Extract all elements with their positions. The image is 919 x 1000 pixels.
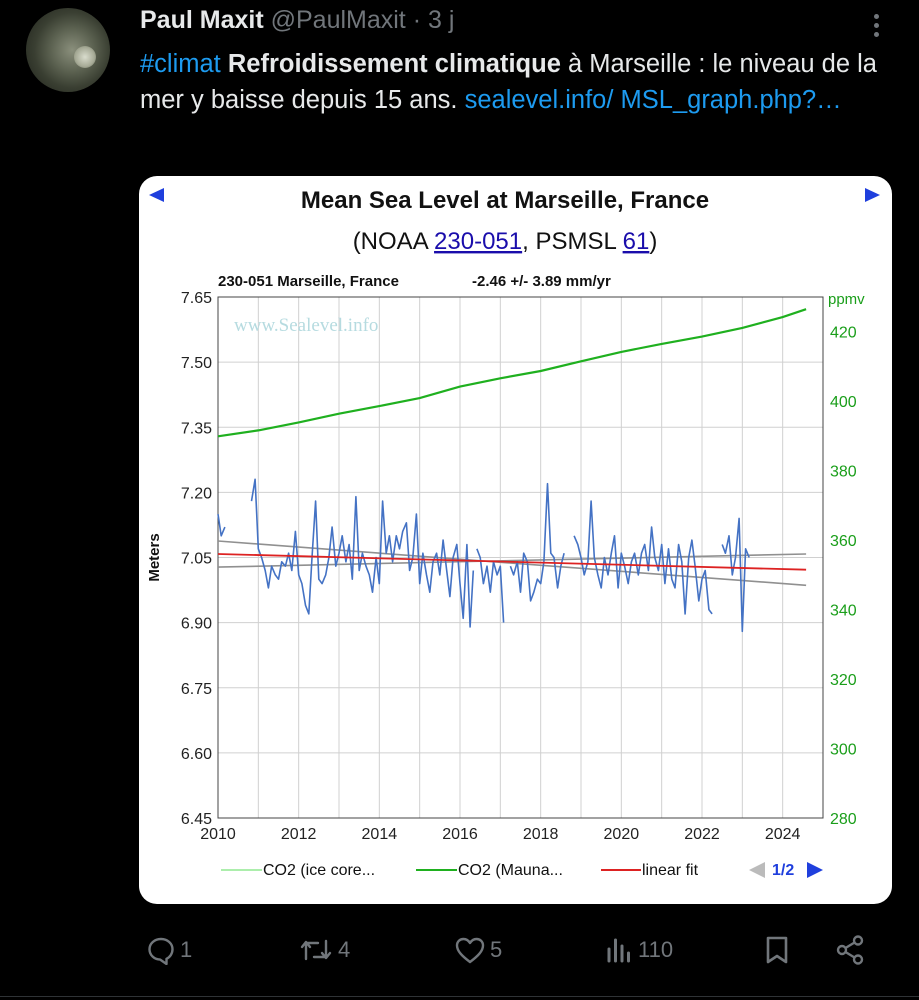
retweet-icon [300,939,332,961]
y2-tick-label: 360 [830,533,857,550]
confidence-upper-line [217,553,807,568]
x-tick-label: 2022 [684,826,720,843]
chart-image-card[interactable]: Mean Sea Level at Marseille, France (NOA… [139,176,892,904]
legend-prev-icon[interactable] [749,862,765,878]
chart-subtitle: (NOAA 230-051, PSMSL 61) [353,228,658,255]
x-tick-label: 2014 [362,826,398,843]
tweet-url-link[interactable]: sealevel.info/ MSL_graph.php?… [464,86,842,114]
more-options-icon[interactable] [866,10,886,40]
sea-level-line [250,478,475,628]
watermark: www.Sealevel.info [234,315,378,336]
y2-tick-label: 340 [830,603,857,620]
retweet-count: 4 [338,937,351,962]
plot-frame [217,296,824,819]
tweet-bold-text: Refroidissement climatique [227,50,561,78]
nav-prev-icon[interactable] [149,188,164,202]
views-button[interactable]: 110 [604,920,673,980]
y2-tick-label: 320 [830,672,857,689]
y2-tick-label: 400 [830,394,857,411]
y-tick-label: 6.90 [181,616,212,633]
y-tick-label: 6.75 [181,681,212,698]
hashtag-link[interactable]: #climat [140,50,221,78]
sea-level-line [573,500,713,615]
tweet-text: #climat Refroidissement climatique à Mar… [140,46,880,118]
x-tick-label: 2020 [604,826,640,843]
x-tick-label: 2016 [442,826,478,843]
comment-icon [148,937,174,965]
y-tick-label: 7.20 [181,485,212,502]
sea-level-line [476,548,505,623]
x-tick-label: 2010 [200,826,236,843]
y-tick-label: 7.05 [181,551,212,568]
station-label: 230-051 Marseille, France [218,273,399,290]
retweet-button[interactable]: 4 [298,920,350,980]
chart-svg: Mean Sea Level at Marseille, France (NOA… [146,187,880,879]
x-tick-label: 2024 [765,826,801,843]
share-button[interactable] [834,920,866,980]
action-bar: 1 4 5 110 [0,920,919,980]
tweet-text-body: à Marseille : le niveau de la mer y bais… [140,50,877,114]
timestamp[interactable]: 3 j [427,6,455,34]
divider [0,996,919,997]
heart-icon [455,937,485,964]
bookmark-button[interactable] [762,920,792,980]
sea-level-line [543,482,565,589]
view-count: 110 [638,937,674,962]
reply-count: 1 [180,937,193,962]
plot-area: 6.45 6.60 6.75 6.90 7.05 7.20 7.35 7.50 7.65 280 3… [146,290,865,843]
share-icon [836,935,864,965]
y2-tick-label: 280 [830,811,857,828]
tweet-header: Paul Maxit @PaulMaxit · 3 j [140,6,454,38]
author-handle[interactable]: @PaulMaxit [270,6,406,34]
nav-next-icon[interactable] [865,188,880,202]
legend: CO2 (ice core... CO2 (Mauna... linear fi… [221,862,823,879]
sea-level-line [217,513,226,537]
legend-page: 1/2 [772,862,794,879]
separator: · [405,6,428,34]
y-tick-label: 7.35 [181,420,212,437]
legend-label-mauna: CO2 (Mauna... [458,862,563,879]
y2-tick-label: 380 [830,464,857,481]
noaa-link[interactable]: 230-051 [434,228,522,255]
psmsl-link[interactable]: 61 [623,228,650,255]
y2-axis-label: ppmv [828,291,865,308]
sea-level-line [721,517,750,633]
legend-label-ice: CO2 (ice core... [263,862,375,879]
y-tick-label: 7.50 [181,355,212,372]
like-button[interactable]: 5 [454,920,502,980]
x-tick-label: 2018 [523,826,559,843]
x-tick-label: 2012 [281,826,317,843]
trend-label: -2.46 +/- 3.89 mm/yr [472,273,611,290]
bar-chart-icon [607,938,630,963]
y-axis-label: Meters [146,533,163,581]
chart-title: Mean Sea Level at Marseille, France [301,187,709,214]
author-name[interactable]: Paul Maxit [140,6,264,34]
legend-label-fit: linear fit [642,862,699,879]
legend-next-icon[interactable] [807,862,823,878]
avatar[interactable] [26,8,110,92]
co2-mauna-line [217,308,807,438]
y2-tick-label: 420 [830,325,857,342]
bookmark-icon [766,936,788,964]
y-tick-label: 7.65 [181,290,212,307]
like-count: 5 [490,937,503,962]
y2-tick-label: 300 [830,742,857,759]
linear-fit-line [217,553,807,571]
y-tick-label: 6.60 [181,746,212,763]
reply-button[interactable]: 1 [146,920,192,980]
y-tick-label: 6.45 [181,811,212,828]
confidence-lower-line [217,540,807,587]
